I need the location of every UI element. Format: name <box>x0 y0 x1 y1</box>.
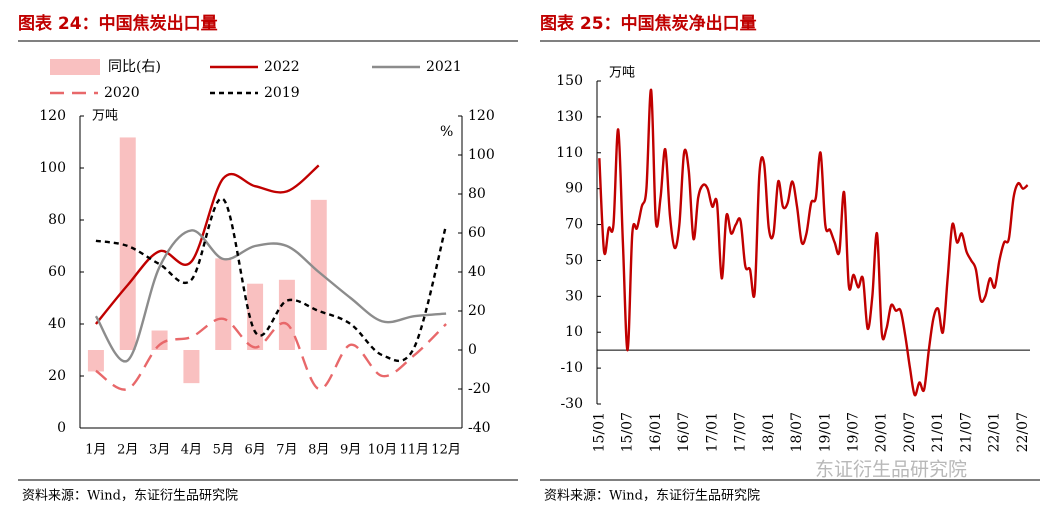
y-tick-label: 130 <box>556 109 583 125</box>
y2-unit: % <box>440 124 453 140</box>
line <box>598 88 1029 397</box>
y-tick-label: -10 <box>560 360 583 376</box>
x-tick-label: 11月 <box>399 443 429 458</box>
bar <box>183 350 200 384</box>
x-tick-label: 17/07 <box>733 412 749 452</box>
x-tick-label: 20/07 <box>902 412 918 452</box>
y-tick-label: 70 <box>565 217 583 233</box>
y-tick-label: 60 <box>48 264 66 280</box>
x-tick-label: 16/07 <box>676 412 692 452</box>
y2-tick-label: -20 <box>468 381 491 397</box>
y-tick-label: 40 <box>48 316 66 332</box>
line <box>95 197 448 363</box>
x-tick-label: 3月 <box>149 443 170 458</box>
chart-title: 图表 25：中国焦炭净出口量 <box>540 13 757 34</box>
bar <box>119 137 136 350</box>
y-tick-label: 30 <box>565 288 583 304</box>
line <box>94 164 320 325</box>
x-tick-label: 21/07 <box>958 412 974 452</box>
x-tick-label: 10月 <box>368 443 398 458</box>
chart-title: 图表 24：中国焦炭出口量 <box>18 13 218 34</box>
y-unit: 万吨 <box>609 66 635 81</box>
y2-tick-label: 40 <box>468 264 486 280</box>
x-tick-label: 6月 <box>244 443 265 458</box>
source: 资料来源：Wind，东证衍生品研究院 <box>544 489 760 504</box>
y-unit: 万吨 <box>92 109 118 124</box>
y-tick-label: 120 <box>39 108 66 124</box>
x-tick-label: 4月 <box>181 443 202 458</box>
x-tick-label: 21/01 <box>930 412 946 452</box>
line <box>94 229 447 363</box>
y2-tick-label: -40 <box>468 420 491 436</box>
bar <box>151 330 168 350</box>
x-tick-label: 19/07 <box>846 412 862 452</box>
x-tick-label: 22/07 <box>1015 412 1031 452</box>
x-tick-label: 15/01 <box>591 412 607 452</box>
y2-tick-label: 20 <box>468 303 486 319</box>
y2-tick-label: 60 <box>468 225 486 241</box>
y-tick-label: 0 <box>57 420 66 436</box>
x-tick-label: 2月 <box>117 443 138 458</box>
bar <box>215 258 232 350</box>
x-tick-label: 18/01 <box>761 412 777 452</box>
x-tick-label: 18/07 <box>789 412 805 452</box>
legend-label: 2021 <box>426 59 462 75</box>
x-tick-label: 9月 <box>340 443 361 458</box>
legend-label: 2020 <box>104 85 140 101</box>
y-tick-label: 10 <box>565 324 583 340</box>
x-tick-label: 8月 <box>308 443 329 458</box>
y-tick-label: 90 <box>565 181 583 197</box>
source: 资料来源：Wind，东证衍生品研究院 <box>22 489 238 504</box>
bar <box>247 283 264 350</box>
y2-tick-label: 120 <box>468 108 495 124</box>
y-tick-label: 50 <box>565 252 583 268</box>
x-tick-label: 5月 <box>213 443 234 458</box>
legend-swatch <box>50 59 100 75</box>
bar <box>87 350 104 372</box>
y-tick-label: 150 <box>556 73 583 89</box>
x-tick-label: 7月 <box>276 443 297 458</box>
watermark: 东证衍生品研究院 <box>815 459 967 481</box>
y-tick-label: -30 <box>560 396 583 412</box>
y-tick-label: 110 <box>556 145 583 161</box>
legend-label: 2022 <box>264 59 300 75</box>
x-tick-label: 19/01 <box>817 412 833 452</box>
y2-tick-label: 100 <box>468 147 495 163</box>
y-tick-label: 80 <box>48 212 66 228</box>
x-tick-label: 15/07 <box>620 412 636 452</box>
line <box>95 317 447 391</box>
bar <box>310 199 327 350</box>
x-tick-label: 17/01 <box>704 412 720 452</box>
y2-tick-label: 80 <box>468 186 486 202</box>
x-tick-label: 16/01 <box>648 412 664 452</box>
y-tick-label: 20 <box>48 368 66 384</box>
legend-label: 同比(右) <box>108 59 161 75</box>
y-tick-label: 100 <box>39 160 66 176</box>
x-tick-label: 22/01 <box>987 412 1003 452</box>
legend-label: 2019 <box>264 85 300 101</box>
y2-tick-label: 0 <box>468 342 477 358</box>
x-tick-label: 12月 <box>431 443 461 458</box>
x-tick-label: 20/01 <box>874 412 890 452</box>
bar <box>278 279 295 350</box>
x-tick-label: 1月 <box>85 443 106 458</box>
